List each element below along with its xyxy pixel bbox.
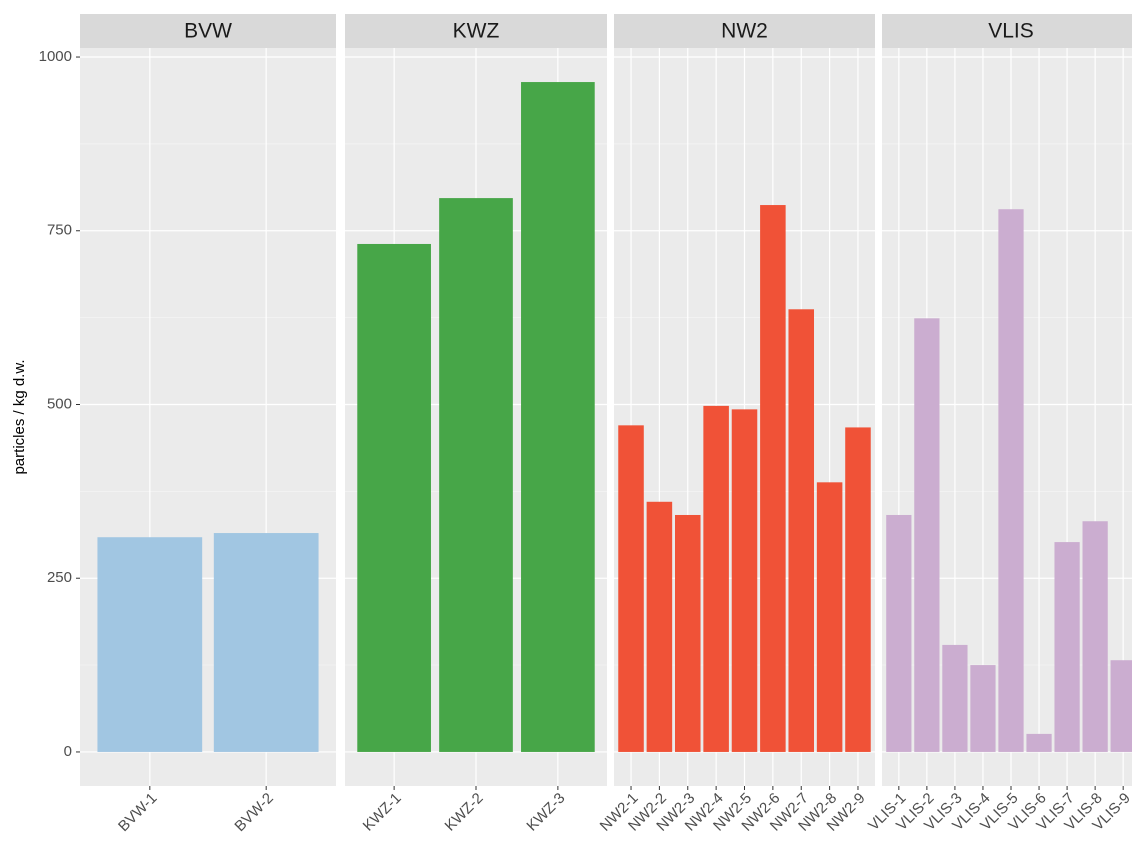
facet-title: BVW <box>184 20 232 43</box>
facet-title: VLIS <box>988 20 1034 43</box>
x-tick-label: KWZ-2 <box>442 790 487 835</box>
bar <box>816 482 843 752</box>
bar <box>760 205 786 752</box>
bar <box>357 243 431 752</box>
strip <box>882 14 1132 48</box>
bar <box>213 533 319 752</box>
bar <box>97 537 203 752</box>
bar <box>521 82 595 752</box>
bar <box>731 409 758 752</box>
bar <box>674 514 701 752</box>
x-tick-label: KWZ-1 <box>360 790 405 835</box>
bar <box>1054 542 1080 752</box>
y-tick-label: 500 <box>47 395 72 412</box>
bar <box>618 425 644 752</box>
y-tick-label: 750 <box>47 222 72 239</box>
facet-title: KWZ <box>453 20 500 43</box>
bar <box>788 309 815 752</box>
bar <box>646 501 673 752</box>
y-tick-label: 1000 <box>39 48 72 65</box>
bar <box>845 427 871 752</box>
y-tick-label: 250 <box>47 569 72 586</box>
x-tick-label: BVW-2 <box>231 790 276 835</box>
bar <box>1082 521 1108 752</box>
bar <box>1110 660 1132 752</box>
bar <box>1026 733 1052 752</box>
y-tick-label: 0 <box>64 743 72 760</box>
strip <box>614 14 875 48</box>
bar <box>703 405 729 752</box>
bar <box>886 514 912 752</box>
strip <box>345 14 607 48</box>
bar <box>942 644 968 752</box>
x-tick-label: KWZ-3 <box>523 790 568 835</box>
strip <box>80 14 336 48</box>
y-axis-label: particles / kg d.w. <box>11 359 28 474</box>
bar <box>914 318 940 752</box>
bar <box>998 209 1024 752</box>
facet-title: NW2 <box>721 20 768 43</box>
bar <box>439 198 513 752</box>
bar <box>970 665 996 752</box>
x-tick-label: BVW-1 <box>115 790 160 835</box>
